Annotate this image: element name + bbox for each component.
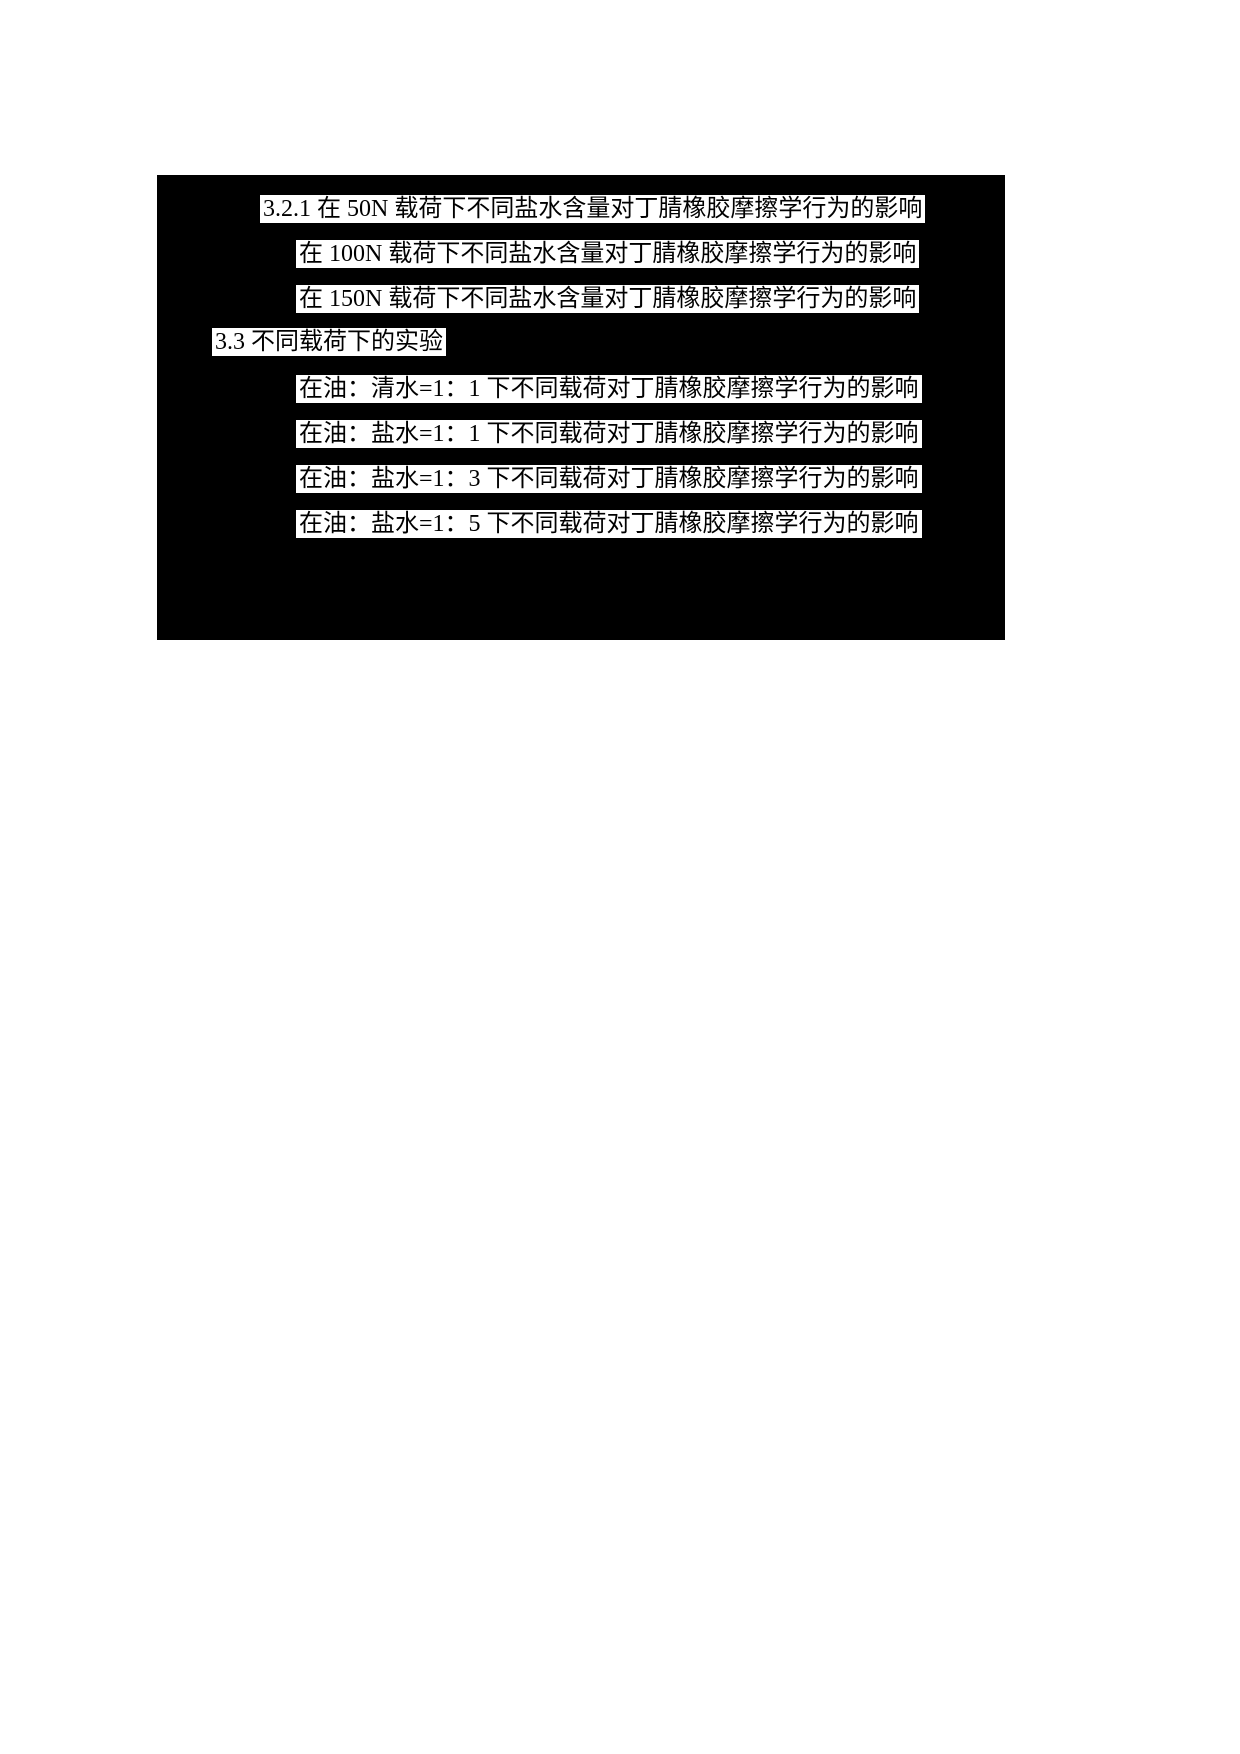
caption-text: =1：1 下不同载荷对丁腈橡胶摩擦学行为的影响 — [419, 421, 919, 447]
caption-line-150n: 在 150N 载荷下不同盐水含量对丁腈橡胶摩擦学行为的影响 — [296, 285, 920, 314]
black-content-panel: 3.2.1 在 50N 载荷下不同盐水含量对丁腈橡胶摩擦学行为的影响 在 100… — [157, 175, 1005, 640]
caption-text: =1：5 下不同载荷对丁腈橡胶摩擦学行为的影响 — [419, 511, 919, 537]
underlined-term: 盐水含量 — [508, 286, 605, 314]
underlined-term: 盐水 — [371, 511, 419, 539]
underlined-term: 盐水 — [371, 466, 419, 494]
caption-text: 3.3 不同载荷下的实验 — [215, 329, 443, 355]
caption-line-oil-saltwater-1-5: 在油：盐水=1：5 下不同载荷对丁腈橡胶摩擦学行为的影响 — [296, 510, 922, 539]
caption-text: 对丁腈橡胶摩擦学行为的影响 — [604, 286, 917, 312]
caption-text: 对丁腈橡胶摩擦学行为的影响 — [604, 241, 917, 267]
caption-text: 3.2.1 在 50N 载荷下不同 — [263, 196, 515, 222]
caption-text: 在 100N 载荷下不同 — [299, 241, 509, 267]
underlined-term: 盐水 — [371, 421, 419, 449]
caption-line-100n: 在 100N 载荷下不同盐水含量对丁腈橡胶摩擦学行为的影响 — [296, 240, 920, 269]
caption-text: =1：3 下不同载荷对丁腈橡胶摩擦学行为的影响 — [419, 466, 919, 492]
heading-3-3: 3.3 不同载荷下的实验 — [212, 328, 446, 356]
caption-line-oil-saltwater-1-1: 在油：盐水=1：1 下不同载荷对丁腈橡胶摩擦学行为的影响 — [296, 420, 922, 449]
caption-line-oil-saltwater-1-3: 在油：盐水=1：3 下不同载荷对丁腈橡胶摩擦学行为的影响 — [296, 465, 922, 494]
underlined-term: 盐水含量 — [508, 241, 605, 269]
underlined-term: 盐水含量 — [514, 196, 611, 224]
caption-text: 在油： — [299, 421, 371, 447]
caption-text: 在 150N 载荷下不同 — [299, 286, 509, 312]
caption-text: 在油： — [299, 466, 371, 492]
caption-text: =1：1 下不同载荷对丁腈橡胶摩擦学行为的影响 — [419, 376, 919, 402]
underlined-term: 清水 — [371, 376, 419, 404]
caption-text: 在油： — [299, 511, 371, 537]
heading-3-2-1: 3.2.1 在 50N 载荷下不同盐水含量对丁腈橡胶摩擦学行为的影响 — [260, 195, 926, 224]
caption-text: 在油： — [299, 376, 371, 402]
caption-text: 对丁腈橡胶摩擦学行为的影响 — [610, 196, 923, 222]
caption-line-oil-freshwater-1-1: 在油：清水=1：1 下不同载荷对丁腈橡胶摩擦学行为的影响 — [296, 375, 922, 404]
